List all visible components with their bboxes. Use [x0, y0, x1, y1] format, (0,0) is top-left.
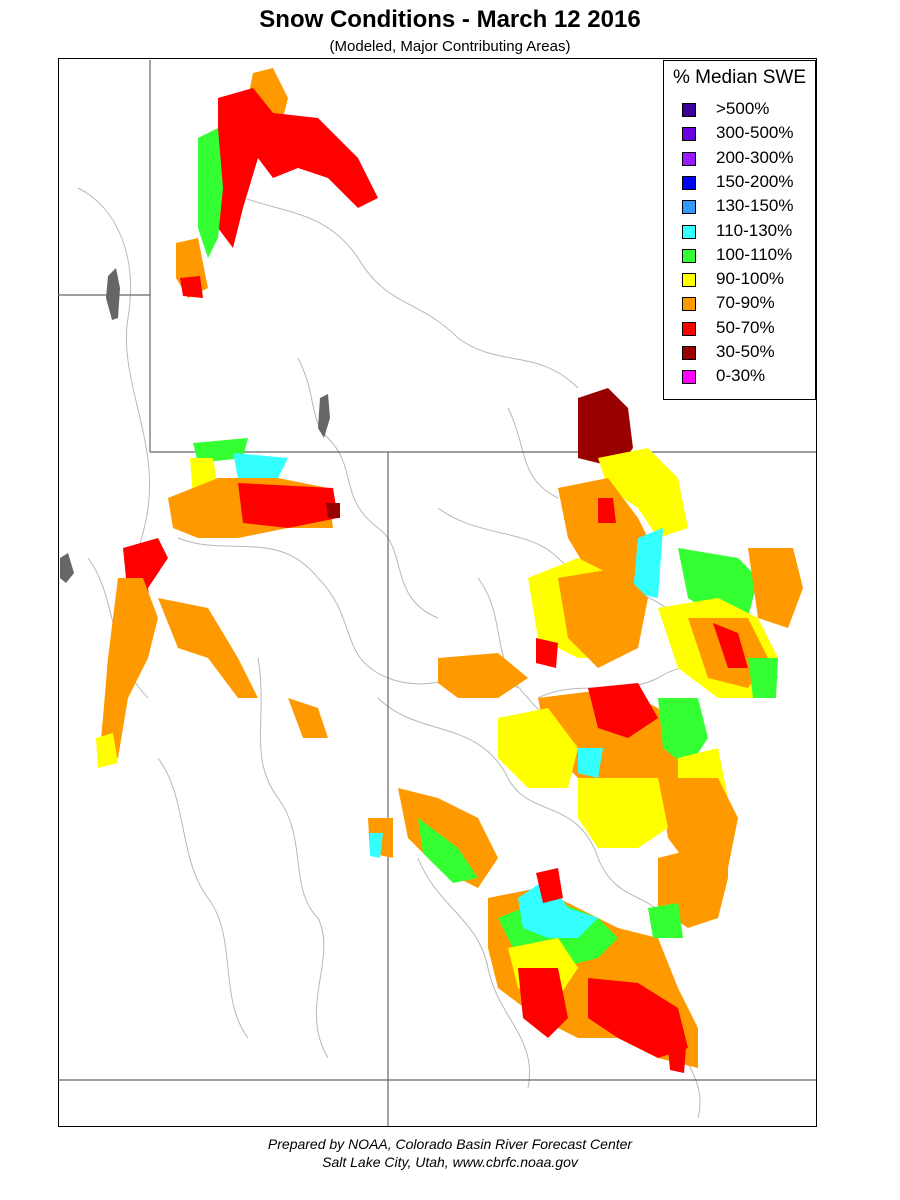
- snow-conditions-map: [58, 58, 817, 1127]
- legend-label: 0-30%: [716, 366, 766, 386]
- credit-line-1: Prepared by NOAA, Colorado Basin River F…: [267, 1136, 633, 1152]
- legend-item: 110-130%: [682, 221, 812, 243]
- legend-label: 50-70%: [716, 317, 775, 337]
- legend-item: >500%: [682, 99, 812, 121]
- legend-label: 300-500%: [716, 123, 794, 143]
- legend-label: 90-100%: [716, 269, 785, 289]
- legend-item: 30-50%: [682, 342, 812, 364]
- legend-item: 0-30%: [682, 366, 812, 388]
- map-title: Snow Conditions - March 12 2016: [259, 6, 641, 33]
- map-frame: [58, 58, 817, 1127]
- legend-label: 70-90%: [716, 293, 775, 313]
- legend-label: 110-130%: [716, 220, 793, 240]
- legend-label: 150-200%: [716, 171, 794, 191]
- legend-swatch: [682, 346, 696, 360]
- legend-swatch: [682, 200, 696, 215]
- map-subtitle: (Modeled, Major Contributing Areas): [329, 38, 571, 55]
- legend-item: 150-200%: [682, 172, 812, 194]
- legend: % Median SWE >500% 300-500% 200-300% 150-20…: [663, 60, 816, 400]
- legend-title: % Median SWE: [672, 67, 807, 88]
- state-borders: [58, 60, 816, 1126]
- legend-swatch: [682, 273, 696, 288]
- legend-label: 200-300%: [716, 147, 794, 167]
- legend-swatch: [682, 297, 696, 312]
- legend-item: 70-90%: [682, 293, 812, 315]
- legend-swatch: [682, 321, 696, 336]
- legend-item: 200-300%: [682, 148, 812, 170]
- legend-label: 100-110%: [716, 244, 793, 264]
- legend-item: 300-500%: [682, 123, 812, 145]
- credit-line-2: Salt Lake City, Utah, www.cbrfc.noaa.gov: [322, 1154, 578, 1170]
- legend-swatch: [682, 103, 696, 117]
- legend-label: 130-150%: [716, 196, 794, 216]
- legend-swatch: [682, 370, 696, 385]
- legend-item: 50-70%: [682, 318, 812, 340]
- legend-swatch: [682, 175, 696, 190]
- legend-swatch: [682, 127, 696, 142]
- water-bodies: [60, 268, 330, 583]
- legend-item: 100-110%: [682, 245, 812, 267]
- legend-label: >500%: [716, 99, 770, 118]
- legend-swatch: [682, 248, 696, 263]
- swe-patches: [96, 68, 803, 1073]
- legend-label: 30-50%: [716, 342, 775, 361]
- legend-swatch: [682, 151, 696, 166]
- legend-swatch: [682, 224, 696, 239]
- legend-item: 90-100%: [682, 269, 812, 291]
- legend-item: 130-150%: [682, 196, 812, 218]
